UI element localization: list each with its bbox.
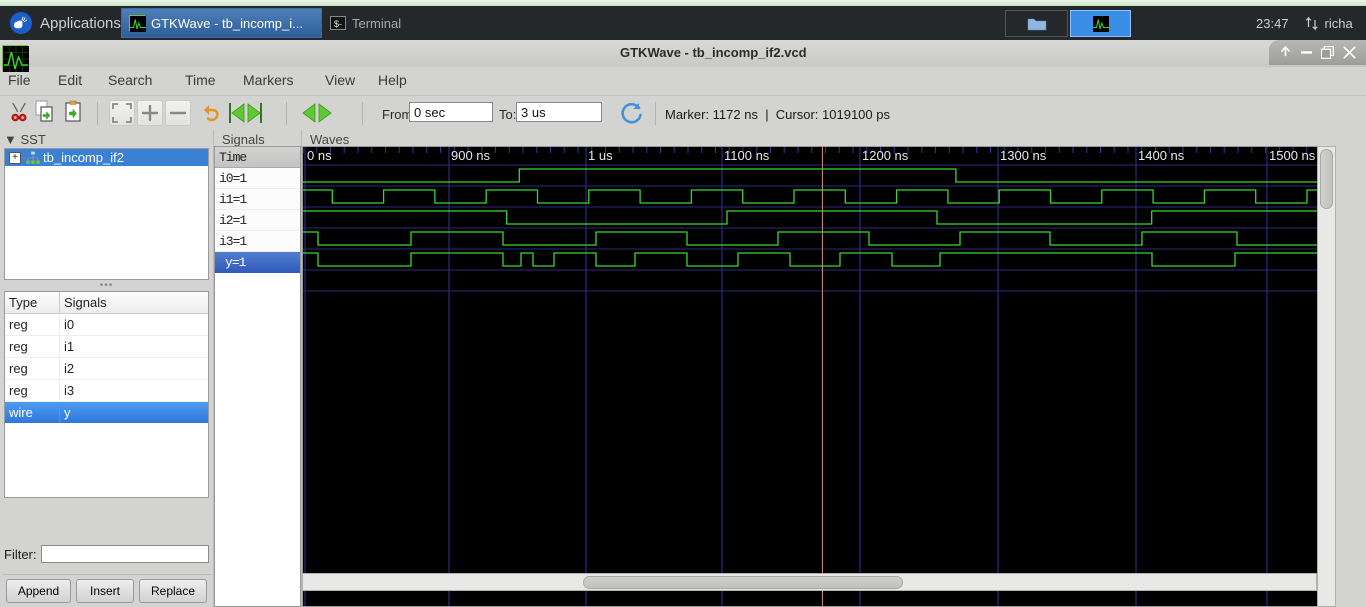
svg-text:1100 ns: 1100 ns: [724, 148, 770, 163]
svg-text:1300 ns: 1300 ns: [1000, 148, 1047, 163]
svg-text:1 us: 1 us: [588, 148, 613, 163]
svg-text:0 ns: 0 ns: [307, 148, 332, 163]
svg-text:1500 ns: 1500 ns: [1269, 148, 1316, 163]
svg-text:1400 ns: 1400 ns: [1138, 148, 1185, 163]
svg-text:900 ns: 900 ns: [451, 148, 491, 163]
svg-text:1200 ns: 1200 ns: [862, 148, 909, 163]
